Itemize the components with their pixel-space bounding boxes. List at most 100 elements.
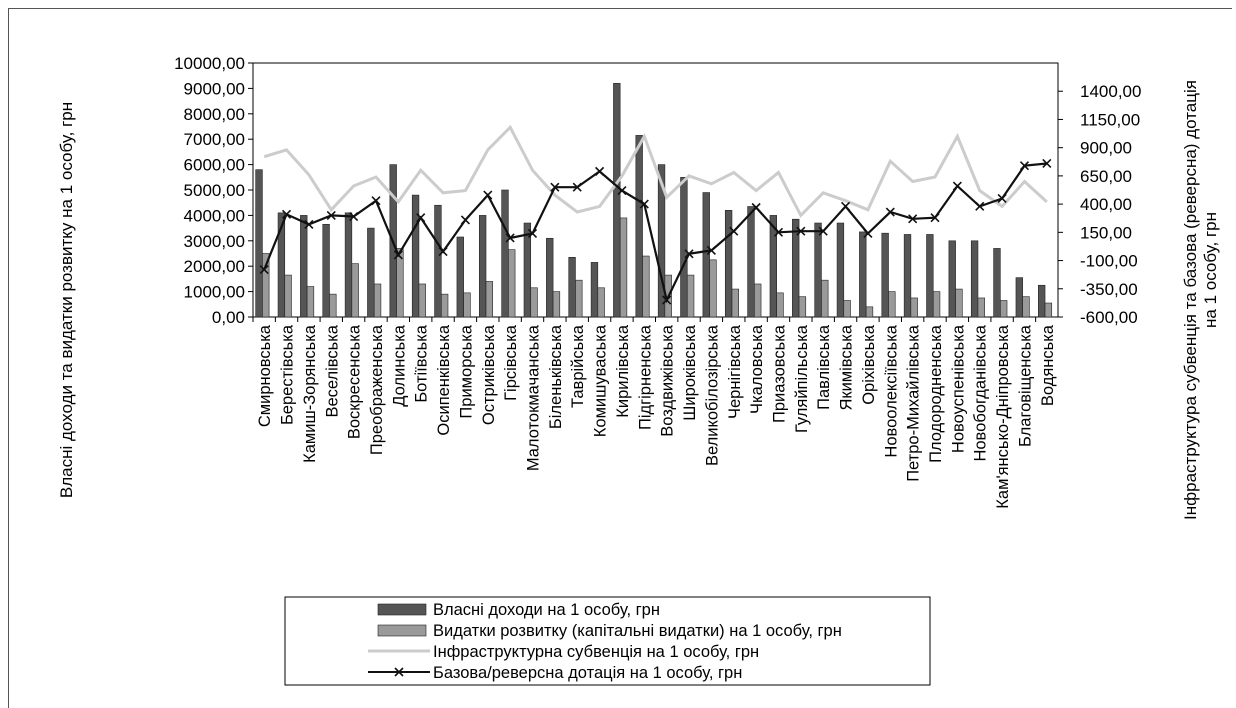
x-tick-label: Воздвижівська	[659, 324, 677, 437]
x-tick-label: Новоуспенівська	[949, 324, 967, 453]
legend-label: Базова/реверсна дотація на 1 особу, грн	[433, 664, 742, 682]
bar-own-revenue	[478, 215, 487, 318]
y-tick-label: 0,00	[212, 308, 245, 327]
point-base-reverse-subsidy	[617, 185, 627, 196]
chart-frame	[8, 8, 1232, 708]
bar-development-expenses	[843, 300, 851, 318]
x-tick-label: Петро-Михайлівська	[905, 324, 923, 482]
y2-tick-label: -600,00	[1080, 308, 1138, 327]
bar-own-revenue	[277, 212, 286, 318]
point-base-reverse-subsidy	[930, 213, 940, 223]
point-base-reverse-subsidy	[773, 227, 784, 237]
legend-marker	[394, 667, 404, 677]
bar-development-expenses	[306, 286, 315, 318]
y-tick-label: 4000,00	[184, 206, 245, 225]
bar-development-expenses	[575, 279, 583, 318]
bar-own-revenue	[993, 248, 1001, 318]
bar-own-revenue	[1038, 284, 1046, 318]
point-base-reverse-subsidy	[639, 199, 649, 209]
bar-own-revenue	[657, 164, 666, 318]
x-tick-label: Осипенківська	[435, 324, 453, 435]
bar-own-revenue	[702, 192, 710, 318]
bar-own-revenue	[434, 204, 442, 318]
y-tick-label: 8000,00	[184, 105, 245, 124]
x-tick-label: Новоолексіївська	[882, 324, 900, 457]
bar-development-expenses	[418, 283, 426, 318]
point-base-reverse-subsidy	[975, 201, 985, 211]
bar-development-expenses	[955, 288, 963, 318]
y-tick-label: 3000,00	[184, 232, 245, 251]
bar-development-expenses	[731, 288, 739, 318]
y-tick-label: 5000,00	[184, 181, 245, 200]
legend-swatch	[377, 624, 427, 637]
bar-development-expenses	[776, 292, 784, 318]
point-base-reverse-subsidy	[393, 250, 403, 260]
y-tick-label: 7000,00	[184, 130, 245, 149]
y2-tick-label: 150,00	[1080, 223, 1132, 242]
point-base-reverse-subsidy	[259, 265, 269, 275]
point-base-reverse-subsidy	[706, 245, 716, 255]
point-base-reverse-subsidy	[662, 295, 672, 305]
x-tick-label: Чернігівська	[726, 324, 744, 419]
x-tick-label: Біленьківська	[547, 324, 565, 429]
bar-own-revenue	[948, 240, 956, 318]
bar-development-expenses	[485, 281, 494, 318]
bar-own-revenue	[590, 262, 599, 318]
x-tick-label: Малотокмачанська	[525, 324, 543, 471]
bar-own-revenue	[859, 231, 867, 318]
point-base-reverse-subsidy	[438, 246, 448, 257]
point-base-reverse-subsidy	[908, 214, 918, 224]
bar-own-revenue	[300, 215, 308, 318]
bar-development-expenses	[463, 292, 471, 318]
bar-development-expenses	[508, 249, 516, 318]
bar-development-expenses	[865, 306, 874, 318]
x-tick-label: Кирилівська	[614, 324, 632, 418]
y-tick-label: 1000,00	[184, 283, 245, 302]
x-tick-label: Великобілозірська	[703, 324, 721, 466]
x-tick-label: Оріхівська	[860, 324, 878, 405]
bar-development-expenses	[440, 293, 449, 318]
x-tick-label: Веселівська	[323, 324, 341, 417]
bar-development-expenses	[754, 283, 762, 318]
line-base-reverse-subsidy	[263, 162, 1047, 304]
bar-own-revenue	[680, 177, 688, 318]
legend-label: Власні доходи на 1 особу, грн	[433, 601, 660, 619]
bar-development-expenses	[619, 217, 628, 318]
x-tick-label: Берестівська	[279, 324, 297, 425]
point-base-reverse-subsidy	[841, 201, 851, 211]
point-base-reverse-subsidy	[483, 190, 493, 200]
x-tick-label: Ботіївська	[413, 324, 431, 402]
legend-swatch	[377, 603, 427, 616]
bar-development-expenses	[351, 263, 359, 318]
x-tick-label: Водянська	[1039, 324, 1057, 406]
x-tick-label: Преображенська	[368, 324, 386, 455]
bar-development-expenses	[1044, 302, 1053, 318]
bar-development-expenses	[262, 253, 270, 318]
bar-development-expenses	[597, 287, 605, 318]
bar-own-revenue	[322, 223, 330, 318]
bar-own-revenue	[881, 232, 889, 318]
bar-own-revenue	[970, 240, 979, 318]
y2-axis-title-line1: Інфраструктура субвенція та базова (реве…	[1181, 80, 1200, 520]
point-base-reverse-subsidy	[527, 228, 538, 239]
point-base-reverse-subsidy	[1019, 161, 1030, 171]
point-base-reverse-subsidy	[595, 166, 605, 176]
bar-own-revenue	[724, 210, 733, 318]
point-base-reverse-subsidy	[952, 181, 962, 191]
point-base-reverse-subsidy	[371, 196, 381, 206]
x-tick-label: Смирновська	[256, 324, 274, 427]
bar-development-expenses	[798, 296, 807, 318]
y2-axis-title-line2: на 1 особу, грн	[1201, 212, 1220, 328]
x-tick-label: Приморська	[457, 324, 475, 418]
bar-development-expenses	[1022, 296, 1030, 318]
y-axis-title: Власні доходи та видатки розвитку на 1 о…	[57, 102, 76, 498]
x-tick-label: Чкаловська	[748, 324, 766, 414]
line-infrastructure-subvention	[263, 124, 1048, 218]
x-tick-label: Новобогданівська	[972, 324, 990, 461]
legend-label: Видатки розвитку (капітальні видатки) на…	[433, 622, 842, 640]
bar-own-revenue	[523, 222, 532, 318]
bar-development-expenses	[888, 291, 896, 318]
point-base-reverse-subsidy	[416, 213, 426, 223]
bar-own-revenue	[792, 218, 800, 318]
